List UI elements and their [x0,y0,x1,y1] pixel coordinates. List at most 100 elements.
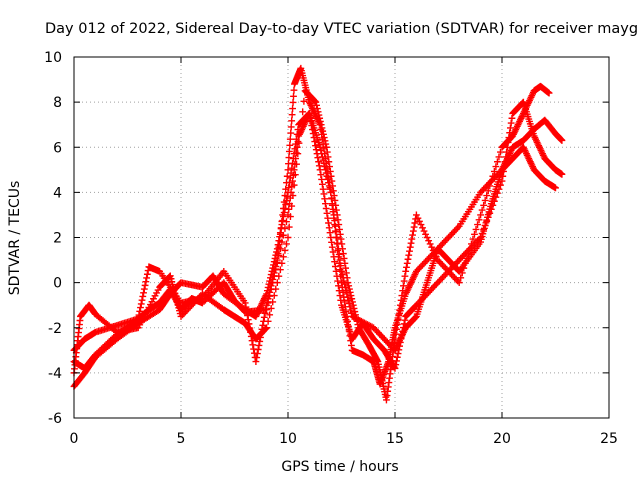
data-point-marker [469,235,477,243]
data-point-marker [289,172,297,179]
data-point-marker [334,277,342,285]
data-point-marker [398,292,406,299]
data-point-marker [241,299,249,307]
data-point-marker [341,284,349,291]
data-point-marker [474,221,481,229]
data-point-marker [137,304,144,312]
data-point-marker [335,245,342,253]
data-point-marker [284,166,292,174]
data-point-marker [269,264,277,272]
data-point-marker [323,209,331,217]
data-point-marker [287,188,295,196]
data-point-marker [254,346,262,353]
data-point-marker [333,234,341,241]
data-point-marker [399,287,407,295]
x-tick-label: 20 [493,431,511,447]
data-point-marker [396,306,403,314]
data-point-marker [276,245,284,253]
data-point-marker [270,261,277,269]
data-point-marker [286,200,293,208]
data-point-marker [143,270,151,278]
series-track-1 [70,64,566,388]
data-point-marker [281,225,289,232]
data-point-marker [348,309,355,317]
data-point-marker [403,263,410,271]
data-point-marker [426,240,434,248]
data-point-marker [336,230,344,238]
data-point-marker [348,342,355,349]
data-point-marker [325,182,333,190]
data-point-marker [286,141,294,149]
x-tick-label: 10 [279,431,297,447]
data-point-marker [287,123,295,131]
data-point-marker [265,280,273,288]
data-point-marker [316,114,324,122]
data-point-marker [288,183,296,191]
data-point-marker [272,265,280,273]
data-point-marker [322,166,329,174]
data-point-marker [262,325,270,332]
data-point-marker [484,187,492,195]
x-tick-label: 0 [70,431,79,447]
data-point-marker [326,168,334,175]
data-point-marker [483,192,491,199]
data-point-marker [281,205,289,212]
data-point-marker [416,217,423,225]
x-tick-label: 5 [177,431,186,447]
data-point-marker [429,246,437,254]
data-point-marker [315,162,323,170]
data-point-marker [322,205,330,212]
data-point-marker [336,292,344,299]
data-point-marker [406,247,413,255]
data-point-marker [325,224,333,232]
data-point-marker [300,97,308,105]
data-point-marker [332,228,340,236]
data-point-marker [414,214,422,222]
data-point-marker [480,201,488,209]
data-point-marker [410,223,418,231]
data-point-marker [275,252,283,259]
data-point-marker [395,311,403,319]
data-point-marker [280,213,287,220]
data-point-marker [314,108,322,116]
data-point-marker [327,234,335,241]
data-point-marker [323,148,331,156]
data-point-marker [420,227,428,235]
data-point-marker [545,89,553,97]
data-point-marker [487,177,495,185]
chart-title: Day 012 of 2022, Sidereal Day-to-day VTE… [45,21,638,37]
data-point-marker [288,111,296,119]
data-point-marker [342,287,350,295]
data-point-marker [328,238,335,246]
data-point-marker [558,170,566,178]
data-point-marker [317,147,325,154]
data-point-marker [293,149,300,157]
data-point-marker [263,287,271,295]
data-point-marker [336,256,344,264]
data-point-marker [273,258,281,266]
data-point-marker [494,158,501,166]
data-point-marker [279,217,287,224]
data-point-marker [335,221,343,229]
data-point-marker [331,263,339,270]
data-point-marker [472,226,480,233]
data-point-marker [409,231,416,239]
data-point-marker [396,301,404,309]
data-point-marker [466,245,474,253]
data-point-marker [419,224,426,232]
data-point-marker [315,158,322,166]
data-point-marker [471,230,478,238]
data-point-marker [335,287,343,295]
y-tick-label: 10 [44,50,62,66]
data-point-marker [271,255,279,262]
data-point-marker [342,269,350,277]
data-point-marker [468,240,475,248]
data-point-marker [478,206,486,214]
data-point-marker [486,182,494,190]
data-point-marker [140,289,147,297]
data-point-marker [403,259,411,267]
data-point-marker [326,185,334,193]
data-point-marker [275,237,283,245]
data-point-marker [318,124,326,132]
data-point-marker [280,209,288,216]
